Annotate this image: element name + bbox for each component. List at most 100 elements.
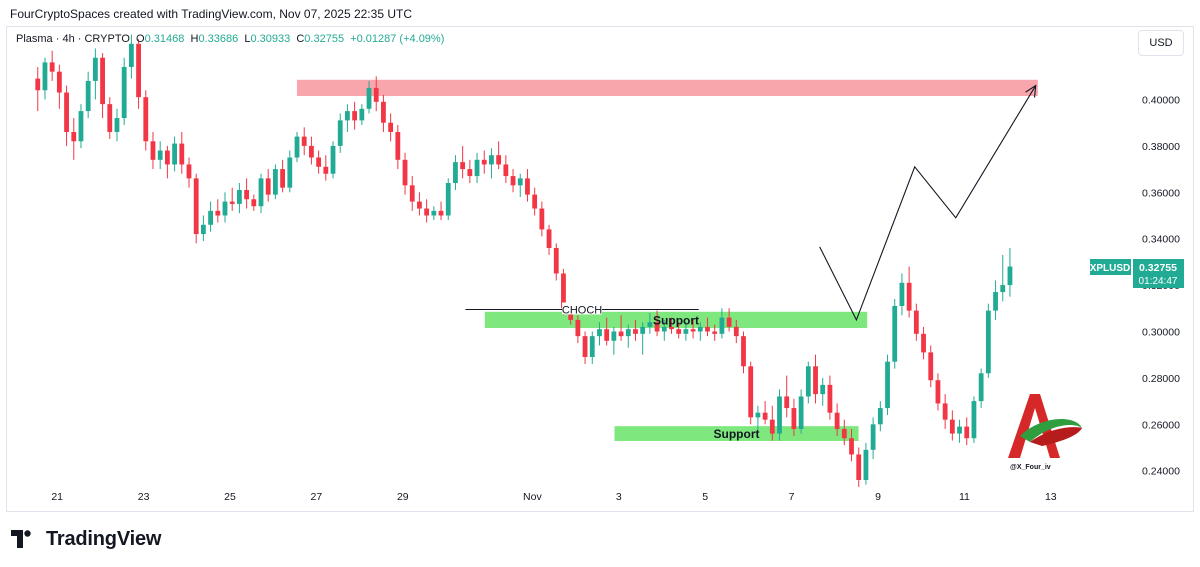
candle — [424, 199, 430, 223]
candle-body — [121, 67, 127, 119]
drawings-layer: Support Support CHOCH — [465, 84, 1037, 441]
candle-body — [618, 331, 624, 337]
candle — [431, 206, 437, 221]
candle-body — [474, 159, 480, 177]
candle — [985, 303, 991, 378]
candle — [323, 155, 329, 181]
candle-body — [510, 176, 516, 186]
candle-body — [935, 380, 941, 404]
candle-body — [337, 120, 343, 146]
candle-body — [265, 178, 271, 195]
candle-body — [244, 189, 250, 200]
candle — [719, 308, 725, 339]
x-tick-label: 25 — [224, 491, 236, 503]
y-tick-label: 0.36000 — [1142, 187, 1180, 199]
candle-body — [906, 282, 912, 311]
legend-open-label: O — [136, 33, 145, 45]
candle — [676, 322, 682, 339]
candle-body — [409, 185, 415, 202]
candle — [78, 104, 84, 149]
tradingview-logo[interactable]: TradingView — [11, 528, 161, 550]
candle-body — [525, 178, 530, 195]
candle-body — [481, 159, 487, 165]
candle-body — [877, 408, 883, 425]
candle — [733, 319, 739, 344]
candle — [575, 315, 581, 344]
candle — [762, 401, 768, 425]
author-watermark: @X_Four_iv — [1000, 386, 1090, 478]
candle-body — [359, 108, 365, 121]
candle — [683, 322, 689, 341]
candle-body — [575, 319, 581, 337]
candle — [539, 201, 545, 237]
candle — [834, 403, 840, 436]
legend-close: 0.32755 — [304, 33, 345, 45]
x-tick-label: Nov — [523, 491, 542, 503]
x-tick-label: 11 — [959, 491, 970, 503]
candle — [287, 150, 293, 193]
candle — [697, 322, 703, 341]
candle — [352, 101, 358, 130]
candle — [532, 187, 538, 216]
candle — [121, 57, 127, 126]
candle — [49, 50, 55, 81]
candle — [345, 104, 350, 132]
candle — [892, 299, 898, 369]
y-tick-label: 0.24000 — [1142, 466, 1180, 478]
candle — [496, 141, 502, 170]
candle-body — [237, 189, 242, 204]
legend-close-label: C — [296, 33, 305, 45]
candle — [805, 361, 811, 404]
candle-body — [964, 426, 970, 439]
candle — [870, 417, 876, 460]
x-tick-label: 5 — [702, 491, 708, 503]
candle-body — [64, 92, 69, 132]
candle-body — [741, 336, 746, 367]
author-handle: @X_Four_iv — [1010, 464, 1051, 471]
candle-body — [546, 229, 552, 248]
candle — [42, 57, 48, 100]
candle-body — [676, 329, 682, 334]
candle — [669, 317, 674, 334]
x-tick-label: 3 — [616, 491, 622, 503]
candle — [885, 354, 890, 416]
candle-body — [215, 210, 221, 216]
candle — [200, 215, 206, 242]
candle-body — [798, 396, 804, 429]
candle — [935, 373, 941, 411]
candle — [244, 178, 250, 209]
candle — [481, 150, 487, 174]
currency-button[interactable]: USD — [1138, 30, 1184, 56]
candle-body — [885, 361, 890, 409]
candle-body — [316, 157, 322, 167]
candle-body — [496, 155, 502, 165]
candle-body — [438, 210, 444, 216]
candle-body — [762, 412, 768, 420]
candle-body — [661, 326, 667, 332]
candle — [373, 76, 379, 112]
chart-caption: FourCryptoSpaces created with TradingVie… — [10, 7, 412, 21]
legend-symbol[interactable]: Plasma · 4h · CRYPTO — [16, 33, 130, 45]
candle — [294, 131, 300, 163]
candle-body — [647, 322, 653, 327]
y-tick-label: 0.26000 — [1142, 419, 1180, 431]
candle — [517, 173, 523, 197]
chart-panel[interactable] — [6, 26, 1194, 512]
candle-body — [172, 143, 177, 165]
candle — [92, 48, 98, 100]
candle-body — [366, 87, 372, 109]
support-label-1: Support — [653, 313, 699, 327]
candle — [56, 64, 62, 109]
x-tick-label: 21 — [51, 491, 63, 503]
candle — [186, 157, 192, 188]
y-tick-label: 0.38000 — [1142, 141, 1180, 153]
candle — [971, 396, 977, 443]
candle-body — [1007, 266, 1013, 286]
candle-body — [733, 326, 739, 337]
candle — [841, 419, 847, 446]
candle — [409, 176, 415, 211]
candle — [179, 131, 185, 174]
candle-body — [294, 136, 300, 158]
candle-body — [273, 169, 278, 195]
